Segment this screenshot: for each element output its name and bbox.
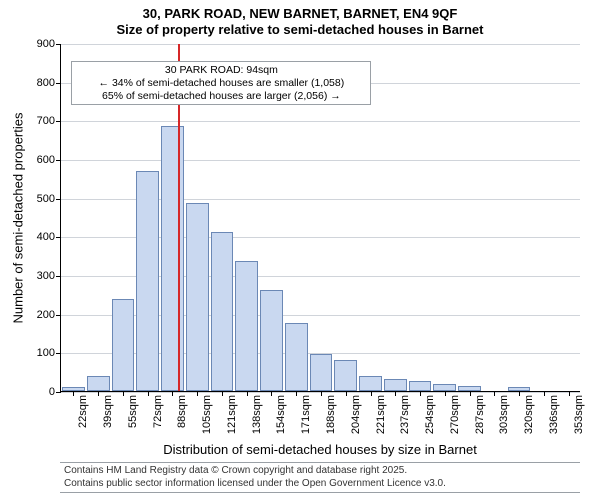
histogram-bar <box>359 376 382 391</box>
x-tick-mark <box>519 391 520 396</box>
title-line-1: 30, PARK ROAD, NEW BARNET, BARNET, EN4 9… <box>0 6 600 22</box>
histogram-bar <box>409 381 432 391</box>
x-tick-mark <box>247 391 248 396</box>
x-tick-label: 287sqm <box>474 395 486 434</box>
chart-container: 30, PARK ROAD, NEW BARNET, BARNET, EN4 9… <box>0 0 600 500</box>
y-tick-label: 900 <box>37 38 61 50</box>
x-tick-mark <box>73 391 74 396</box>
x-tick-label: 336sqm <box>548 395 560 434</box>
x-tick-label: 237sqm <box>399 395 411 434</box>
histogram-bar <box>285 323 308 391</box>
x-tick-label: 39sqm <box>102 395 114 428</box>
x-tick-mark <box>445 391 446 396</box>
footer-line-2: Contains public sector information licen… <box>64 478 576 491</box>
y-tick-label: 300 <box>37 270 61 282</box>
x-tick-mark <box>271 391 272 396</box>
x-tick-label: 105sqm <box>201 395 213 434</box>
x-tick-label: 204sqm <box>350 395 362 434</box>
x-tick-mark <box>197 391 198 396</box>
x-tick-mark <box>420 391 421 396</box>
x-tick-label: 88sqm <box>176 395 188 428</box>
y-axis-label: Number of semi-detached properties <box>11 113 26 324</box>
annotation-line: ← 34% of semi-detached houses are smalle… <box>76 77 366 90</box>
x-tick-label: 22sqm <box>77 395 89 428</box>
histogram-bar <box>87 376 110 391</box>
histogram-bar <box>334 360 357 391</box>
histogram-bar <box>186 203 209 391</box>
annotation-line: 65% of semi-detached houses are larger (… <box>76 90 366 103</box>
x-tick-label: 55sqm <box>127 395 139 428</box>
title-line-2: Size of property relative to semi-detach… <box>0 22 600 38</box>
x-tick-label: 138sqm <box>251 395 263 434</box>
annotation-line: 30 PARK ROAD: 94sqm <box>76 64 366 77</box>
histogram-bar <box>136 171 159 391</box>
grid-line <box>61 160 580 161</box>
x-tick-label: 188sqm <box>325 395 337 434</box>
annotation-box: 30 PARK ROAD: 94sqm← 34% of semi-detache… <box>71 61 371 105</box>
x-tick-label: 320sqm <box>523 395 535 434</box>
x-tick-label: 221sqm <box>375 395 387 434</box>
x-tick-mark <box>371 391 372 396</box>
plot-area: 010020030040050060070080090022sqm39sqm55… <box>60 44 580 392</box>
footer-line-1: Contains HM Land Registry data © Crown c… <box>64 465 576 478</box>
x-tick-label: 72sqm <box>152 395 164 428</box>
x-tick-label: 303sqm <box>498 395 510 434</box>
histogram-bar <box>433 384 456 391</box>
histogram-bar <box>384 379 407 391</box>
histogram-bar <box>112 299 135 391</box>
histogram-bar <box>260 290 283 391</box>
y-tick-label: 500 <box>37 193 61 205</box>
x-tick-label: 353sqm <box>573 395 585 434</box>
x-tick-mark <box>544 391 545 396</box>
grid-line <box>61 44 580 45</box>
x-tick-mark <box>172 391 173 396</box>
x-tick-label: 270sqm <box>449 395 461 434</box>
y-tick-label: 400 <box>37 231 61 243</box>
y-tick-label: 0 <box>49 386 61 398</box>
x-tick-mark <box>569 391 570 396</box>
x-tick-mark <box>346 391 347 396</box>
x-tick-mark <box>148 391 149 396</box>
grid-line <box>61 121 580 122</box>
chart-title: 30, PARK ROAD, NEW BARNET, BARNET, EN4 9… <box>0 0 600 39</box>
histogram-bar <box>235 261 258 391</box>
x-tick-mark <box>98 391 99 396</box>
x-tick-mark <box>321 391 322 396</box>
x-tick-mark <box>494 391 495 396</box>
y-tick-label: 600 <box>37 154 61 166</box>
histogram-bar <box>310 354 333 391</box>
x-tick-label: 254sqm <box>424 395 436 434</box>
x-tick-mark <box>222 391 223 396</box>
histogram-bar <box>161 126 184 391</box>
x-tick-mark <box>296 391 297 396</box>
histogram-bar <box>211 232 234 391</box>
x-tick-mark <box>470 391 471 396</box>
y-tick-label: 700 <box>37 115 61 127</box>
x-tick-label: 154sqm <box>275 395 287 434</box>
x-axis-label: Distribution of semi-detached houses by … <box>163 442 477 457</box>
y-tick-label: 200 <box>37 309 61 321</box>
footer-attribution: Contains HM Land Registry data © Crown c… <box>60 462 580 493</box>
x-tick-mark <box>123 391 124 396</box>
x-tick-mark <box>395 391 396 396</box>
y-tick-label: 800 <box>37 77 61 89</box>
y-tick-label: 100 <box>37 347 61 359</box>
x-tick-label: 171sqm <box>300 395 312 434</box>
x-tick-label: 121sqm <box>226 395 238 434</box>
